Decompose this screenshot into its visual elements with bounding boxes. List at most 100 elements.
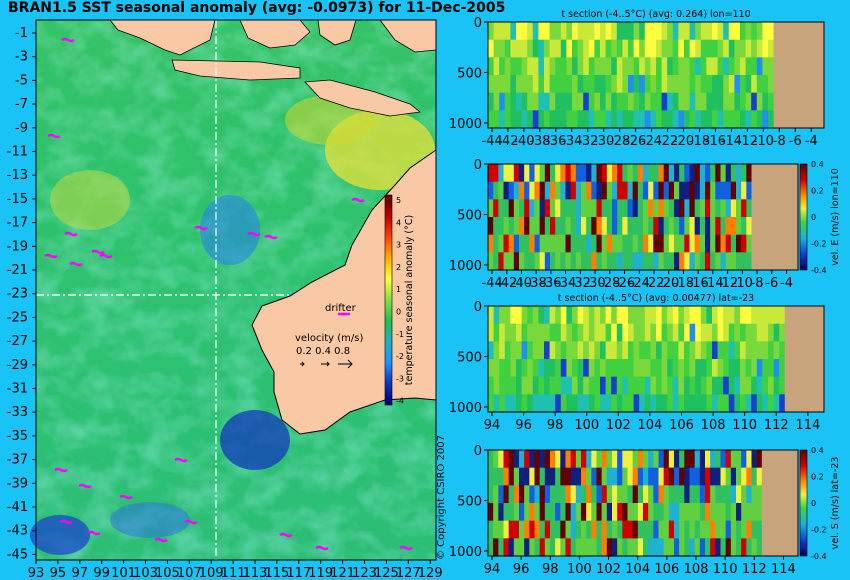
heatmap-cell <box>622 92 629 111</box>
heatmap-cell <box>712 323 719 342</box>
heatmap-cell <box>674 181 680 200</box>
heatmap-cell <box>534 503 541 522</box>
lon-tick-label: 117 <box>286 566 311 580</box>
heatmap-cell <box>524 538 530 557</box>
heatmap-cell <box>627 450 634 469</box>
heatmap-cell <box>519 234 525 253</box>
heatmap-cell <box>550 181 556 200</box>
heatmap-cell <box>656 57 663 76</box>
heatmap-cell <box>710 485 716 504</box>
heatmap-cell <box>532 394 539 413</box>
heatmap-cell <box>779 341 786 360</box>
heatmap-cell <box>508 485 515 504</box>
heatmap-cell <box>510 39 517 58</box>
heatmap-cell <box>596 252 603 271</box>
heatmap-cell <box>611 92 618 111</box>
heatmap-cell <box>622 359 629 378</box>
heatmap-cell <box>612 520 618 539</box>
heatmap-cell <box>616 341 623 360</box>
heatmap-cell <box>498 234 505 253</box>
heatmap-cell <box>699 503 706 522</box>
heatmap-cell <box>508 234 515 253</box>
heatmap-cell <box>519 164 525 183</box>
heatmap-cell <box>762 341 769 360</box>
heatmap-cell <box>633 376 640 395</box>
heatmap-cell <box>503 199 510 218</box>
heatmap-cell <box>544 110 551 129</box>
heatmap-cell <box>658 164 665 183</box>
heatmap-cell <box>663 467 670 486</box>
heatmap-cell <box>632 164 639 183</box>
heatmap-cell <box>588 110 595 129</box>
panel-title: t section (-4..5°C) (avg: 0.264) lon=110 <box>561 9 750 20</box>
seafloor-cell <box>761 450 768 556</box>
lat-tick-label: -5 <box>15 73 28 88</box>
heatmap-cell <box>527 359 534 378</box>
seafloor-cell <box>812 306 819 412</box>
heatmap-cell <box>586 485 592 504</box>
heatmap-cell <box>544 520 551 539</box>
heatmap-cell <box>513 164 520 183</box>
heatmap-cell <box>643 503 649 522</box>
heatmap-cell <box>663 234 670 253</box>
heatmap-cell <box>532 39 539 58</box>
heatmap-cell <box>550 164 556 183</box>
heatmap-cell <box>605 394 612 413</box>
heatmap-cell <box>538 75 545 94</box>
heatmap-cell <box>616 376 623 395</box>
heatmap-cell <box>689 39 696 58</box>
heatmap-cell <box>612 217 618 236</box>
heatmap-cell <box>524 252 530 271</box>
heatmap-cell <box>746 520 753 539</box>
x-tick-label: -34 <box>561 134 582 149</box>
heatmap-cell <box>532 359 539 378</box>
lon-tick-label: 95 <box>50 566 67 580</box>
heatmap-cell <box>717 394 724 413</box>
heatmap-cell <box>544 252 551 271</box>
heatmap-cell <box>768 57 775 76</box>
heatmap-cell <box>581 450 587 469</box>
heatmap-cell <box>712 57 719 76</box>
heatmap-cell <box>544 234 551 253</box>
heatmap-cell <box>555 39 562 58</box>
heatmap-cell <box>605 57 612 76</box>
heatmap-cell <box>694 503 701 522</box>
heatmap-cell <box>612 450 618 469</box>
heatmap-cell <box>699 252 706 271</box>
seafloor-cell <box>790 306 797 412</box>
heatmap-cell <box>741 520 747 539</box>
x-tick-label: 96 <box>515 418 532 433</box>
heatmap-cell <box>663 520 670 539</box>
heatmap-cell <box>715 485 722 504</box>
heatmap-cell <box>689 341 696 360</box>
heatmap-cell <box>577 341 584 360</box>
heatmap-cell <box>653 199 660 218</box>
heatmap-cell <box>639 57 646 76</box>
heatmap-cell <box>734 306 741 325</box>
heatmap-cell <box>583 306 590 325</box>
heatmap-cell <box>493 217 499 236</box>
heatmap-cell <box>616 57 623 76</box>
heatmap-cell <box>503 217 510 236</box>
heatmap-cell <box>622 323 629 342</box>
heatmap-cell <box>498 252 505 271</box>
heatmap-cell <box>622 199 629 218</box>
map-colorbar-tick-label: 0 <box>396 308 401 317</box>
heatmap-cell <box>734 110 741 129</box>
heatmap-cell <box>550 503 556 522</box>
heatmap-cell <box>730 199 737 218</box>
heatmap-cell <box>616 92 623 111</box>
heatmap-cell <box>689 217 696 236</box>
heatmap-cell <box>516 57 523 76</box>
heatmap-cell <box>544 199 551 218</box>
x-tick-label: 106 <box>654 562 679 577</box>
heatmap-cell <box>586 164 592 183</box>
y-tick-label: 0 <box>474 158 482 173</box>
heatmap-cell <box>644 22 651 41</box>
heatmap-cell <box>756 376 763 395</box>
x-tick-label: -26 <box>614 276 635 291</box>
heatmap-cell <box>560 323 567 342</box>
heatmap-cell <box>600 39 607 58</box>
heatmap-cell <box>746 164 753 183</box>
heatmap-cell <box>493 234 499 253</box>
